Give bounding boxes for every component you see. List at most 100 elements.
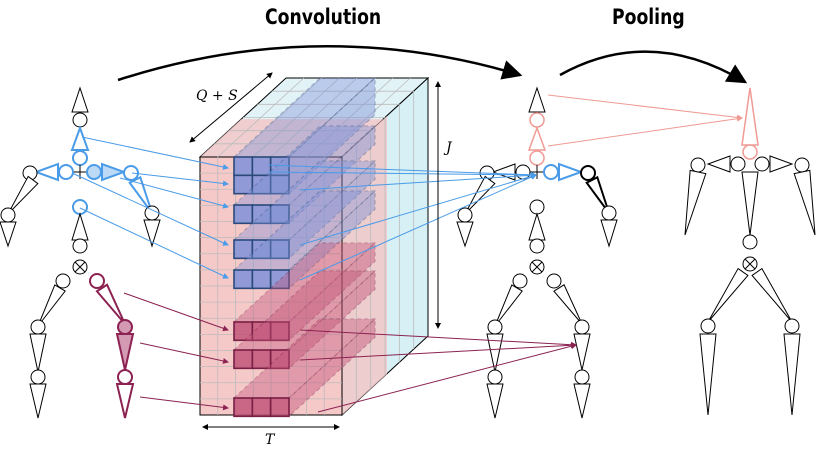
root-joint-icon: [74, 261, 86, 273]
joint-icon: [55, 273, 71, 289]
temporal-input-arrow: [123, 292, 229, 332]
joint-icon: [117, 369, 133, 385]
bone-icon: [486, 383, 504, 419]
bone-icon: [128, 175, 153, 214]
kernel-cell: [269, 397, 290, 418]
pooling-title: Pooling: [612, 5, 685, 29]
kernel-cell: [233, 397, 254, 418]
bone-icon: [486, 333, 504, 373]
bone-icon: [751, 267, 793, 323]
joint-icon: [529, 112, 545, 128]
grid-line: [252, 77, 340, 158]
width-dimension-label: T: [265, 432, 275, 448]
bone-icon: [741, 87, 759, 146]
pooled-skeleton: [684, 87, 816, 416]
joint-icon: [529, 199, 545, 215]
temporal-output-arrow: [317, 343, 577, 413]
temporal-output-arrow: [299, 342, 577, 361]
kernel-depth-slab: [288, 241, 376, 342]
bone-icon: [558, 162, 584, 182]
joint-icon: [72, 112, 88, 128]
kernel-top-slab: [232, 190, 377, 271]
bone-icon: [600, 219, 618, 248]
bone-icon: [115, 383, 135, 419]
root-joint-icon: [531, 261, 543, 273]
kernel-cell: [251, 349, 272, 370]
height-dimension-label: J: [446, 140, 452, 156]
root-joint-icon: [744, 258, 756, 270]
spatial-input-arrow: [79, 207, 229, 279]
joint-icon: [690, 157, 706, 173]
kernel-depth-slab: [288, 269, 376, 370]
joint-icon: [601, 205, 617, 221]
bone-icon: [33, 162, 59, 182]
bone-icon: [456, 221, 474, 248]
spatial-output-arrow: [267, 164, 537, 178]
temporal-input-arrow: [139, 342, 229, 364]
spatial-input-arrow: [71, 172, 229, 246]
kernel-cell: [269, 239, 290, 260]
bone-icon: [7, 175, 39, 215]
joint-icon: [117, 319, 133, 335]
kernel-cell: [251, 397, 272, 418]
joint-icon: [754, 156, 770, 172]
joint-icon: [30, 319, 46, 335]
joint-icon: [58, 164, 74, 180]
grid-line: [306, 77, 393, 158]
bone-icon: [793, 169, 816, 236]
bone-icon: [29, 333, 47, 373]
kernel-cell: [233, 156, 254, 177]
bone-icon: [491, 163, 516, 181]
kernel-cell: [269, 269, 290, 290]
kernel-cell: [233, 204, 254, 225]
joint-icon: [730, 156, 746, 172]
bone-icon: [528, 86, 546, 113]
spatial-output-arrow: [299, 172, 537, 191]
grid-line: [235, 77, 322, 158]
bone-icon: [71, 86, 89, 113]
joint-icon: [742, 144, 758, 160]
joint-icon: [72, 238, 88, 254]
bone-icon: [0, 221, 17, 248]
bone-icon: [553, 284, 583, 325]
input-skeleton: [0, 86, 161, 419]
pooling-arrow: [547, 94, 743, 121]
bone-icon: [741, 171, 759, 236]
kernel-cell: [233, 349, 254, 370]
bone-icon: [573, 383, 591, 419]
joint-icon: [794, 157, 810, 173]
bone-icon: [70, 125, 90, 151]
bone-icon: [101, 162, 127, 182]
grid-line: [270, 77, 358, 158]
spatial-output-arrow: [299, 174, 537, 281]
kernel-cell: [233, 269, 254, 290]
spatial-input-arrow: [131, 172, 229, 187]
joint-icon: [72, 150, 88, 166]
kernel-cell: [251, 269, 272, 290]
joint-icon: [457, 207, 473, 223]
grid-line: [323, 77, 411, 158]
spatial-output-arrow: [267, 171, 537, 178]
bone-icon: [494, 284, 523, 327]
kernel-top-slab: [232, 318, 377, 399]
bone-icon: [71, 212, 89, 241]
joint-icon: [512, 273, 528, 289]
bone-icon: [95, 283, 126, 325]
joint-icon: [784, 318, 800, 334]
joint-icon: [89, 273, 105, 289]
spatial-output-arrow: [299, 173, 537, 246]
depth-dimension-arrow: [189, 72, 273, 143]
bone-icon: [29, 383, 47, 419]
joint-icon: [742, 234, 758, 250]
kernel-top-slab: [232, 160, 377, 241]
bone-icon: [37, 284, 66, 327]
convolved-skeleton: [456, 86, 618, 419]
joint-icon: [123, 165, 139, 181]
joint-icon: [0, 207, 16, 223]
joint-icon: [529, 150, 545, 166]
joint-icon: [529, 238, 545, 254]
joint-icon: [580, 165, 596, 181]
kernel-cell: [269, 321, 290, 342]
bone-icon: [464, 175, 496, 215]
